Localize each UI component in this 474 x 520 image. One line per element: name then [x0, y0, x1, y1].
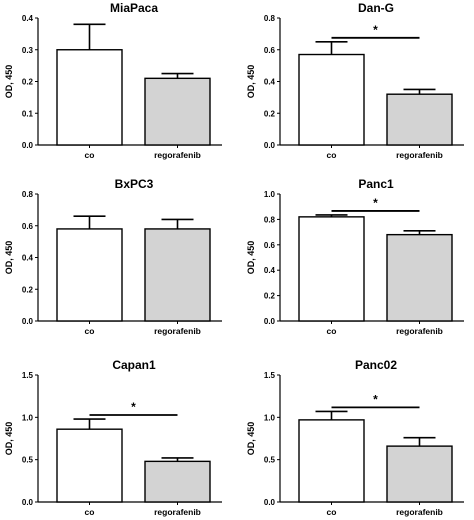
y-axis-label: OD, 450: [4, 422, 14, 456]
category-label: co: [85, 507, 95, 517]
y-tick-label: 0.4: [22, 14, 34, 23]
category-label: regorafenib: [154, 326, 201, 336]
category-label: regorafenib: [396, 507, 443, 517]
y-tick-label: 1.0: [22, 413, 34, 422]
bar-regorafenib: [386, 233, 453, 322]
category-label: co: [85, 326, 95, 336]
category-label: co: [327, 150, 337, 160]
panel-title: Dan-G: [358, 1, 394, 15]
y-tick-label: 0.4: [264, 266, 276, 275]
y-tick-label: 0.0: [22, 141, 34, 150]
y-tick-label: 1.0: [264, 190, 276, 199]
panel-1: Dan-G OD, 450 0.0 0.2 0.4 0.6 0.8 co regorafenib…: [246, 1, 464, 160]
bar-co: [298, 216, 365, 322]
bar-regorafenib: [386, 93, 453, 146]
y-tick-label: 0.0: [264, 498, 276, 507]
y-axis-label: OD, 450: [4, 241, 14, 275]
panel-title: MiaPaca: [110, 1, 158, 15]
bar-regorafenib: [144, 228, 211, 322]
y-tick-label: 1.0: [264, 413, 276, 422]
category-label: co: [85, 150, 95, 160]
y-axis-label: OD, 450: [246, 422, 256, 456]
panel-title: Capan1: [112, 358, 156, 372]
y-tick-label: 0.6: [264, 241, 276, 250]
y-tick-label: 0.6: [264, 46, 276, 55]
significance-marker: *: [373, 196, 378, 210]
category-label: regorafenib: [154, 150, 201, 160]
y-tick-label: 0.0: [22, 317, 34, 326]
panel-title: Panc02: [355, 358, 397, 372]
bar-co: [56, 228, 123, 322]
y-tick-label: 0.2: [264, 292, 276, 301]
panel-2: BxPC3 OD, 450 0.0 0.2 0.4 0.6 0.8 co regorafenib: [4, 177, 222, 336]
bar-regorafenib: [144, 460, 211, 503]
panel-0: MiaPaca OD, 450 0.0 0.1 0.2 0.3 0.4 co regorafen…: [4, 1, 222, 160]
y-tick-label: 1.5: [22, 371, 34, 380]
y-tick-label: 0.5: [22, 456, 34, 465]
bar-co: [56, 428, 123, 503]
y-axis-label: OD, 450: [246, 241, 256, 275]
category-label: regorafenib: [396, 150, 443, 160]
significance-marker: *: [131, 400, 136, 414]
y-tick-label: 0.5: [264, 456, 276, 465]
significance-marker: *: [373, 23, 378, 37]
bar-co: [298, 53, 365, 146]
y-tick-label: 0.0: [264, 317, 276, 326]
category-label: co: [327, 326, 337, 336]
bar-regorafenib: [144, 77, 211, 146]
panel-title: BxPC3: [115, 177, 154, 191]
bar-regorafenib: [386, 445, 453, 503]
y-tick-label: 0.1: [22, 109, 34, 118]
y-tick-label: 0.2: [22, 285, 34, 294]
y-tick-label: 0.2: [264, 109, 276, 118]
category-label: regorafenib: [154, 507, 201, 517]
significance-marker: *: [373, 392, 378, 406]
category-label: co: [327, 507, 337, 517]
y-axis-label: OD, 450: [246, 65, 256, 99]
y-tick-label: 1.5: [264, 371, 276, 380]
y-tick-label: 0.4: [264, 78, 276, 87]
y-tick-label: 0.0: [264, 141, 276, 150]
y-tick-label: 0.6: [22, 222, 34, 231]
y-tick-label: 0.8: [264, 14, 276, 23]
y-tick-label: 0.4: [22, 254, 34, 263]
y-axis-label: OD, 450: [4, 65, 14, 99]
panel-3: Panc1 OD, 450 0.0 0.2 0.4 0.6 0.8 1.0 co regorafe…: [246, 177, 464, 336]
panel-4: Capan1 OD, 450 0.0 0.5 1.0 1.5 co regorafenib *: [4, 358, 222, 517]
panel-title: Panc1: [358, 177, 394, 191]
y-tick-label: 0.8: [264, 215, 276, 224]
bar-co: [298, 419, 365, 503]
panel-5: Panc02 OD, 450 0.0 0.5 1.0 1.5 co regorafenib *: [246, 358, 464, 517]
category-label: regorafenib: [396, 326, 443, 336]
y-tick-label: 0.8: [22, 190, 34, 199]
y-tick-label: 0.2: [22, 78, 34, 87]
y-tick-label: 0.0: [22, 498, 34, 507]
y-tick-label: 0.3: [22, 46, 34, 55]
bar-co: [56, 49, 123, 146]
